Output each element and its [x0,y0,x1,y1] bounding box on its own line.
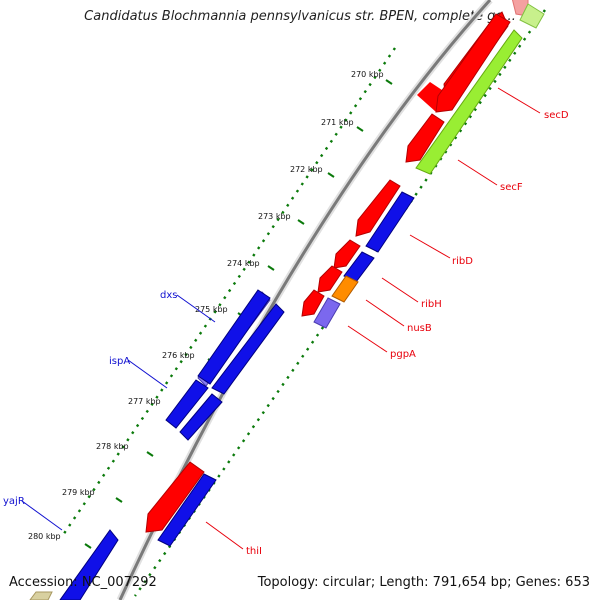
orf-track [415,3,545,175]
tick-label-278: 278 kbp [96,442,129,451]
cds-dxs-b[interactable] [211,303,285,395]
gene-label-secF[interactable]: secF [500,182,523,193]
genome-summary-text: Topology: circular; Length: 791,654 bp; … [257,575,590,590]
cds-ispA-b[interactable] [179,393,223,441]
gene-label-secD[interactable]: secD [544,110,569,121]
gene-label-ispA[interactable]: ispA [109,356,130,367]
tick-marks [84,79,393,549]
gene-label-thiI[interactable]: thiI [246,546,262,557]
gene-label-ribH[interactable]: ribH [421,299,442,310]
tick-label-276: 276 kbp [162,351,195,360]
cds-ispA[interactable] [165,379,209,429]
cds-pgpA[interactable] [301,289,325,317]
tick-ring-outer [62,47,396,536]
gene-label-pgpA[interactable]: pgpA [390,349,416,360]
tick-label-273: 273 kbp [258,212,291,221]
cds-secF-red[interactable] [405,113,445,163]
cds-bottom-tan[interactable] [29,591,53,600]
cds-ribD[interactable] [355,179,401,237]
cds-ribH[interactable] [333,239,361,269]
label-connectors [21,87,541,550]
cds-pgpA-purple[interactable] [313,297,341,329]
orf-secF[interactable] [415,29,523,175]
cds-thiI[interactable] [145,461,205,533]
reverse-cds-track-outer [29,289,285,600]
cds-thiI-rev[interactable] [157,473,217,547]
tick-label-272: 272 kbp [290,165,323,174]
cds-nusB-orange[interactable] [331,275,359,303]
tick-label-275: 275 kbp [195,305,228,314]
accession-text: Accession: NC_007292 [9,575,157,590]
map-title: Candidatus Blochmannia pennsylvanicus st… [84,9,516,24]
tick-label-274: 274 kbp [227,259,260,268]
tick-label-271: 271 kbp [321,118,354,127]
cds-nusB[interactable] [317,265,343,293]
cds-secD-main[interactable] [435,13,511,113]
tick-label-270: 270 kbp [351,70,384,79]
reverse-cds-track-inner [157,191,415,547]
gene-label-dxs[interactable]: dxs [160,290,177,301]
gene-label-yajR[interactable]: yajR [3,496,25,507]
cds-dxs[interactable] [197,289,271,385]
gene-label-nusB[interactable]: nusB [407,323,432,334]
orf-top[interactable] [519,3,545,29]
tick-label-277: 277 kbp [128,397,161,406]
cds-ribD-rev[interactable] [365,191,415,253]
forward-cds-track [145,0,529,533]
tick-label-279: 279 kbp [62,488,95,497]
tick-label-280: 280 kbp [28,532,61,541]
cds-yajR[interactable] [59,529,119,600]
gene-label-ribD[interactable]: ribD [452,256,473,267]
